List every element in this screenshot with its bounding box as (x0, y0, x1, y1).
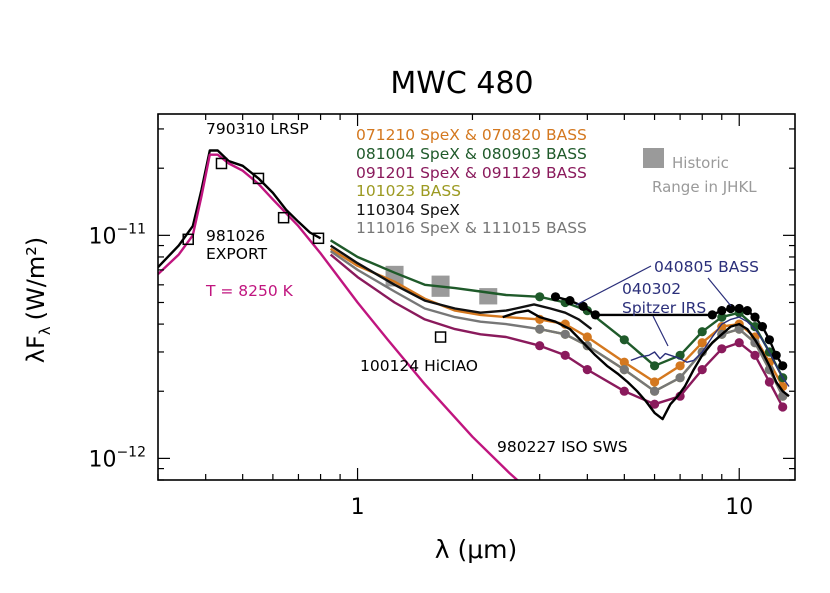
y-axis-label-sub: λ (36, 326, 54, 335)
chart-title: MWC 480 (390, 66, 533, 101)
series-point (697, 327, 707, 337)
series-point (717, 344, 727, 354)
annotation-export-2: EXPORT (206, 245, 268, 263)
svg-text:λFλ(W/m²): λFλ (W/m²) (22, 237, 54, 363)
series-point (750, 312, 760, 322)
annotation-temperature: T = 8250 K (205, 282, 294, 300)
legend-entry: 081004 SpeX & 080903 BASS (356, 145, 587, 163)
series-point (707, 310, 717, 320)
legend: 071210 SpeX & 070820 BASS 081004 SpeX & … (356, 126, 757, 237)
series-point (535, 292, 545, 302)
bass-leader-right (707, 277, 732, 307)
series-point (771, 350, 781, 360)
clipped-data (158, 149, 790, 480)
x-tick-label: 10 (725, 495, 753, 520)
series-point (778, 361, 788, 371)
photometry-point (312, 232, 325, 245)
photometry-point (215, 157, 228, 170)
irs-leader (652, 315, 669, 347)
series-point (734, 303, 744, 314)
series-point (675, 361, 685, 371)
legend-entry: 111016 SpeX & 111015 BASS (356, 219, 587, 237)
series-point (619, 335, 629, 345)
axis-ticks: 1 10 10−11 10−12 (88, 114, 795, 520)
series-line (158, 149, 322, 269)
series-line (502, 309, 790, 421)
annotation-iso: 980227 ISO SWS (497, 438, 628, 456)
series-point (582, 332, 592, 342)
series-point (650, 386, 660, 396)
series-point (734, 338, 744, 348)
photometry-point (252, 172, 265, 185)
series-point (650, 361, 660, 371)
series-point (750, 350, 760, 360)
y-tick-label: 10−12 (88, 444, 146, 472)
y-axis-label-group: λFλ (W/m²) (22, 237, 54, 363)
series-point (650, 399, 660, 409)
series-point (550, 292, 561, 302)
series-point (619, 357, 629, 367)
series-point (764, 335, 775, 345)
plot-frame (157, 113, 796, 481)
photometry-point (182, 233, 194, 246)
series-point (650, 377, 660, 387)
series-point (697, 365, 707, 375)
annotation-hiciao: 100124 HiCIAO (360, 357, 478, 375)
series-point (675, 391, 685, 401)
series-line (329, 244, 593, 331)
series-point (697, 338, 707, 348)
historic-label-2: Range in JHKL (652, 178, 757, 196)
x-tick-label: 1 (351, 495, 365, 520)
series-point (535, 341, 545, 351)
legend-entry: 110304 SpeX (356, 201, 460, 219)
series-point (619, 386, 629, 396)
photometry-point (277, 211, 290, 224)
series-point (726, 303, 736, 314)
series-point (764, 377, 775, 387)
series-point (590, 310, 601, 320)
series-point (560, 350, 570, 360)
series-point (578, 301, 588, 311)
annotation-export-1: 981026 (206, 227, 265, 245)
chart-data-layer (158, 149, 790, 480)
series-point (750, 322, 760, 332)
historic-label-1: Historic (672, 154, 729, 172)
series-line (158, 153, 520, 480)
series-point (582, 365, 592, 375)
x-axis-label: λ (μm) (435, 535, 518, 564)
series-point (717, 306, 727, 316)
legend-entry: 071210 SpeX & 070820 BASS (356, 126, 587, 144)
annotation-irs-1: 040302 (622, 280, 681, 298)
legend-entry: 091201 SpeX & 091129 BASS (356, 164, 587, 182)
series-point (565, 296, 575, 306)
series-point (717, 322, 727, 332)
annotation-irs-2: Spitzer IRS (622, 299, 706, 317)
series-point (619, 365, 629, 375)
series-point (778, 402, 788, 412)
series-point (560, 329, 570, 339)
series-point (757, 322, 768, 332)
annotation-leaders (575, 265, 732, 347)
annotations: 790310 LRSP 981026 EXPORT T = 8250 K 100… (205, 120, 759, 456)
y-tick-label: 10−11 (88, 221, 146, 249)
series-point (742, 306, 752, 316)
historic-swatch (643, 148, 664, 168)
bass-leader-left (575, 265, 652, 306)
series-point (535, 324, 545, 334)
annotation-lrsp: 790310 LRSP (206, 120, 309, 138)
annotation-bass: 040805 BASS (654, 258, 759, 276)
series-line (630, 316, 790, 387)
y-axis-units: (W/m²) (22, 237, 50, 321)
y-axis-label: λF (22, 335, 50, 363)
legend-entry: 101023 BASS (356, 182, 461, 200)
photometry-point (434, 331, 447, 343)
series-point (717, 312, 727, 322)
series-point (675, 373, 685, 383)
